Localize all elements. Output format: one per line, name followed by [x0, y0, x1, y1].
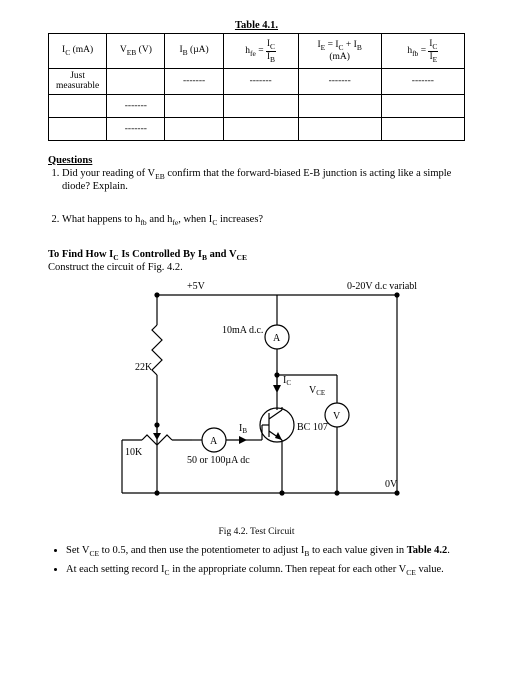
t: value. — [416, 564, 444, 575]
label-voltmeter-letter: V — [333, 411, 341, 422]
cell: ------- — [107, 117, 165, 140]
t: V — [120, 45, 127, 55]
cell — [49, 94, 107, 117]
t: to 0.5, and then use the potentiometer t… — [99, 545, 304, 556]
cell: ------- — [107, 94, 165, 117]
col-hfe: hfe = ICIB — [223, 34, 298, 69]
t: Did your reading of V — [62, 168, 155, 179]
question-1: Did your reading of VEB confirm that the… — [62, 168, 465, 192]
cell — [223, 117, 298, 140]
col-hfb: hfb = ICIE — [381, 34, 464, 69]
cell: ------- — [298, 69, 381, 95]
t: B — [357, 43, 362, 52]
t: and h — [147, 214, 173, 225]
label-ammeter-top: 10mA d.c. — [222, 325, 263, 336]
fraction: ICIB — [266, 39, 276, 63]
instructions-list: Set VCE to 0.5, and then use the potenti… — [48, 545, 465, 577]
col-ic: IC (mA) — [49, 34, 107, 69]
label-r-22k: 22K — [135, 362, 153, 373]
figure-caption: Fig 4.2. Test Circuit — [48, 527, 465, 537]
t: (µA) — [188, 45, 209, 55]
cell — [223, 94, 298, 117]
t: in the appropriate column. Then repeat f… — [170, 564, 407, 575]
t: (mA) — [301, 52, 379, 62]
table-title: Table 4.1. — [48, 20, 465, 31]
col-ie: IE = IC + IB (mA) — [298, 34, 381, 69]
t: = I — [325, 40, 338, 50]
cell: ------- — [223, 69, 298, 95]
t: to each value given in — [309, 545, 406, 556]
t: . — [447, 545, 450, 556]
t: Table 4.2 — [407, 545, 447, 556]
label-pos-rail: +5V — [187, 281, 206, 292]
table-row: Just measurable ------- ------- ------- … — [49, 69, 465, 95]
cell — [165, 94, 223, 117]
table-row: ------- — [49, 94, 465, 117]
label-ammeter-bot: 50 or 100µA dc — [187, 455, 250, 466]
cell: ------- — [381, 69, 464, 95]
section-2-heading: To Find How IC Is Controlled By IB and V… — [48, 249, 465, 262]
t: B — [270, 54, 275, 63]
data-table: IC (mA) VEB (V) IB (µA) hfe = ICIB IE = … — [48, 33, 465, 141]
cell — [49, 117, 107, 140]
label-r-10k: 10K — [125, 447, 143, 458]
t: EB — [127, 48, 137, 57]
cell — [298, 117, 381, 140]
t: CE — [89, 549, 99, 558]
t: Is Controlled By I — [119, 249, 202, 260]
t: CE — [237, 253, 247, 262]
label-vce: VCE — [309, 385, 325, 397]
t: = — [418, 46, 428, 56]
t: and V — [207, 249, 237, 260]
page: Table 4.1. IC (mA) VEB (V) IB (µA) hfe =… — [0, 0, 513, 700]
cell-just-measurable: Just measurable — [49, 69, 107, 95]
cell — [298, 94, 381, 117]
cell — [165, 117, 223, 140]
instruction-1: Set VCE to 0.5, and then use the potenti… — [66, 545, 465, 558]
t: increases? — [217, 214, 263, 225]
col-ib: IB (µA) — [165, 34, 223, 69]
label-supply: 0-20V d.c variable — [347, 281, 417, 292]
label-ammeter-letter: A — [273, 333, 281, 344]
t: = — [256, 46, 266, 56]
t: At each setting record I — [66, 564, 165, 575]
t: CE — [406, 568, 416, 577]
t: Set V — [66, 545, 89, 556]
t: To Find How I — [48, 249, 113, 260]
table-header-row: IC (mA) VEB (V) IB (µA) hfe = ICIB IE = … — [49, 34, 465, 69]
t: EB — [155, 172, 165, 181]
questions-heading: Questions — [48, 155, 465, 166]
circuit-diagram: +5V 0-20V d.c variable 22K A 10mA d.c. I… — [97, 275, 417, 525]
cell — [107, 69, 165, 95]
question-2: What happens to hfb and hfe, when IC inc… — [62, 214, 465, 227]
label-ib: IB — [239, 423, 247, 435]
t: What happens to h — [62, 214, 140, 225]
questions-list: Did your reading of VEB confirm that the… — [48, 168, 465, 227]
cell — [381, 117, 464, 140]
label-transistor: BC 107 — [297, 422, 328, 433]
fraction: ICIE — [428, 39, 438, 63]
instruction-2: At each setting record IC in the appropr… — [66, 564, 465, 577]
t: + I — [344, 40, 357, 50]
cell — [381, 94, 464, 117]
label-ammeter-letter-2: A — [210, 436, 218, 447]
cell: ------- — [165, 69, 223, 95]
t: (V) — [136, 45, 152, 55]
label-gnd: 0V — [385, 479, 398, 490]
section-2-instruction: Construct the circuit of Fig. 4.2. — [48, 262, 465, 273]
t: , when I — [178, 214, 212, 225]
t: (mA) — [70, 45, 93, 55]
t: E — [433, 54, 438, 63]
t: C — [270, 42, 275, 51]
label-ic: IC — [283, 375, 291, 387]
t: C — [432, 42, 437, 51]
col-veb: VEB (V) — [107, 34, 165, 69]
table-row: ------- — [49, 117, 465, 140]
